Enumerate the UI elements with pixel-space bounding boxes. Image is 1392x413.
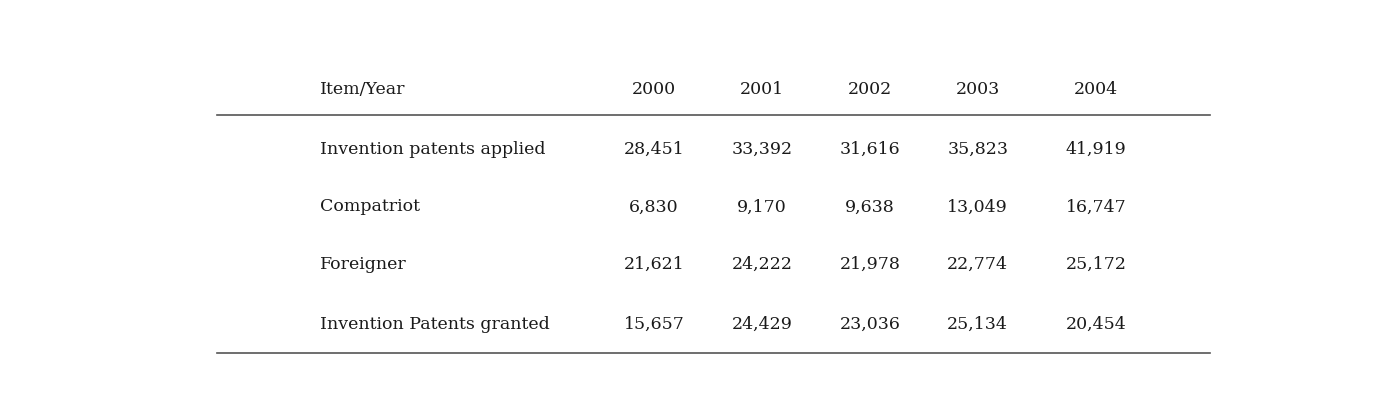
Text: 33,392: 33,392 (731, 141, 792, 158)
Text: 41,919: 41,919 (1066, 141, 1126, 158)
Text: 6,830: 6,830 (629, 199, 679, 216)
Text: 16,747: 16,747 (1066, 199, 1126, 216)
Text: Compatriot: Compatriot (320, 199, 419, 216)
Text: 22,774: 22,774 (947, 256, 1008, 273)
Text: 21,978: 21,978 (839, 256, 901, 273)
Text: Item/Year: Item/Year (320, 81, 405, 98)
Text: Foreigner: Foreigner (320, 256, 406, 273)
Text: 24,222: 24,222 (731, 256, 792, 273)
Text: 2002: 2002 (848, 81, 892, 98)
Text: 24,429: 24,429 (732, 316, 792, 333)
Text: 13,049: 13,049 (948, 199, 1008, 216)
Text: Invention patents applied: Invention patents applied (320, 141, 546, 158)
Text: 2004: 2004 (1075, 81, 1118, 98)
Text: 9,170: 9,170 (738, 199, 786, 216)
Text: 21,621: 21,621 (624, 256, 685, 273)
Text: 20,454: 20,454 (1066, 316, 1126, 333)
Text: Invention Patents granted: Invention Patents granted (320, 316, 550, 333)
Text: 25,134: 25,134 (948, 316, 1008, 333)
Text: 35,823: 35,823 (947, 141, 1008, 158)
Text: 23,036: 23,036 (839, 316, 901, 333)
Text: 2001: 2001 (741, 81, 784, 98)
Text: 28,451: 28,451 (624, 141, 685, 158)
Text: 15,657: 15,657 (624, 316, 685, 333)
Text: 31,616: 31,616 (839, 141, 901, 158)
Text: 2003: 2003 (955, 81, 999, 98)
Text: 9,638: 9,638 (845, 199, 895, 216)
Text: 25,172: 25,172 (1066, 256, 1128, 273)
Text: 2000: 2000 (632, 81, 677, 98)
